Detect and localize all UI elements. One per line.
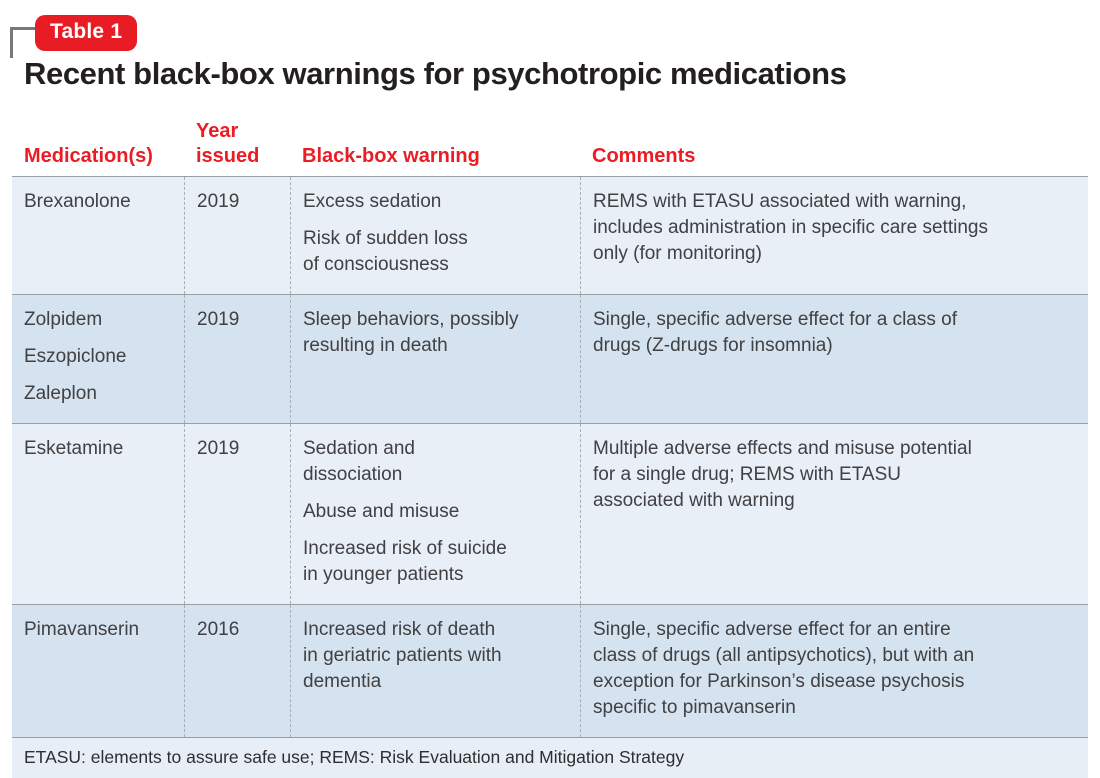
cell-comment: Single, specific adverse effect for an e…	[580, 605, 1088, 737]
table-row-pimavanserin: Pimavanserin 2016 Increased risk of deat…	[12, 604, 1088, 737]
cell-medication: Zolpidem Eszopiclone Zaleplon	[12, 295, 184, 423]
cell-year: 2016	[184, 605, 290, 737]
warning-item: Increased risk of death in geriatric pat…	[303, 619, 502, 692]
table-row-brexanolone: Brexanolone 2019 Excess sedation Risk of…	[12, 176, 1088, 294]
comment-text: REMS with ETASU associated with warning,…	[593, 191, 988, 264]
page-title: Recent black-box warnings for psychotrop…	[24, 56, 847, 91]
header-medication: Medication(s)	[24, 145, 153, 167]
cell-comment: Multiple adverse effects and misuse pote…	[580, 424, 1088, 604]
warning-item: Increased risk of suicide in younger pat…	[303, 538, 507, 585]
medication-name: Eszopiclone	[24, 346, 127, 367]
header-comments: Comments	[592, 145, 696, 167]
warning-item: Sleep behaviors, possibly resulting in d…	[303, 309, 519, 356]
year-value: 2019	[197, 191, 240, 212]
table-number-badge: Table 1	[35, 15, 138, 51]
cell-medication: Pimavanserin	[12, 605, 184, 737]
comment-text: Single, specific adverse effect for an e…	[593, 619, 975, 718]
header-year-issued: Year issued	[196, 120, 260, 167]
cell-medication: Brexanolone	[12, 177, 184, 294]
year-value: 2016	[197, 619, 240, 640]
year-value: 2019	[197, 309, 240, 330]
medication-name: Zaleplon	[24, 383, 97, 404]
table-header-row: Medication(s) Year issued Black-box warn…	[12, 110, 1088, 176]
cell-year: 2019	[184, 424, 290, 604]
table-row-esketamine: Esketamine 2019 Sedation and dissociatio…	[12, 423, 1088, 604]
cell-warning: Sedation and dissociation Abuse and misu…	[290, 424, 580, 604]
comment-text: Multiple adverse effects and misuse pote…	[593, 438, 972, 511]
cell-year: 2019	[184, 295, 290, 423]
warning-item: Sedation and dissociation	[303, 438, 415, 485]
document-page: Table 1 Recent black-box warnings for ps…	[10, 15, 1088, 778]
medication-name: Zolpidem	[24, 309, 103, 330]
cell-comment: Single, specific adverse effect for a cl…	[580, 295, 1088, 423]
medication-name: Esketamine	[24, 438, 124, 459]
cell-year: 2019	[184, 177, 290, 294]
cell-warning: Increased risk of death in geriatric pat…	[290, 605, 580, 737]
warning-item: Risk of sudden loss of consciousness	[303, 228, 468, 275]
cell-comment: REMS with ETASU associated with warning,…	[580, 177, 1088, 294]
comment-text: Single, specific adverse effect for a cl…	[593, 309, 957, 356]
header-black-box-warning: Black-box warning	[302, 145, 480, 167]
year-value: 2019	[197, 438, 240, 459]
cell-medication: Esketamine	[12, 424, 184, 604]
medication-name: Brexanolone	[24, 191, 131, 212]
corner-bracket	[10, 27, 40, 58]
warning-item: Excess sedation	[303, 191, 442, 212]
table-footnote: ETASU: elements to assure safe use; REMS…	[12, 737, 1088, 778]
cell-warning: Excess sedation Risk of sudden loss of c…	[290, 177, 580, 294]
table-row-z-drugs: Zolpidem Eszopiclone Zaleplon 2019 Sleep…	[12, 294, 1088, 423]
warning-item: Abuse and misuse	[303, 501, 460, 522]
medication-name: Pimavanserin	[24, 619, 140, 640]
cell-warning: Sleep behaviors, possibly resulting in d…	[290, 295, 580, 423]
warnings-table: Medication(s) Year issued Black-box warn…	[12, 110, 1088, 778]
